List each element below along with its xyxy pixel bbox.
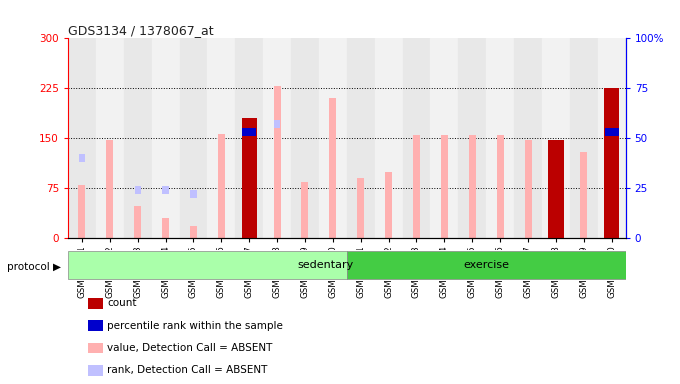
Bar <box>542 38 570 238</box>
Bar <box>580 152 588 238</box>
Bar <box>319 38 347 238</box>
Bar <box>106 139 114 238</box>
Bar <box>124 38 152 238</box>
Bar <box>242 128 256 136</box>
Bar <box>135 186 141 194</box>
Text: rank, Detection Call = ABSENT: rank, Detection Call = ABSENT <box>107 365 268 375</box>
Bar <box>235 38 263 238</box>
Bar <box>430 38 458 238</box>
Bar <box>598 38 626 238</box>
Bar <box>441 135 448 238</box>
Bar <box>291 38 319 238</box>
Bar <box>79 154 85 162</box>
Bar <box>180 38 207 238</box>
Bar <box>207 38 235 238</box>
Bar <box>469 135 476 238</box>
Bar <box>486 38 514 238</box>
Bar <box>403 38 430 238</box>
Bar <box>458 38 486 238</box>
Bar <box>274 120 280 128</box>
Bar <box>68 38 96 238</box>
Text: value, Detection Call = ABSENT: value, Detection Call = ABSENT <box>107 343 273 353</box>
Text: sedentary: sedentary <box>298 260 354 270</box>
Bar <box>347 38 375 238</box>
Text: count: count <box>107 298 137 308</box>
Bar <box>162 218 169 238</box>
Bar <box>263 38 291 238</box>
Bar <box>273 86 281 238</box>
Bar <box>413 135 420 238</box>
Bar <box>524 140 532 238</box>
Bar <box>329 98 337 238</box>
Text: ▶: ▶ <box>53 262 61 272</box>
Bar <box>375 38 403 238</box>
Bar <box>570 38 598 238</box>
Bar <box>496 135 504 238</box>
Text: percentile rank within the sample: percentile rank within the sample <box>107 321 284 331</box>
Bar <box>548 139 564 238</box>
Bar <box>152 38 180 238</box>
Bar <box>347 251 626 279</box>
Bar <box>301 182 309 238</box>
Bar <box>241 118 257 238</box>
Bar <box>78 185 86 238</box>
Bar <box>357 178 364 238</box>
Bar <box>68 251 347 279</box>
Bar <box>385 172 392 238</box>
Bar <box>190 226 197 238</box>
Bar <box>96 38 124 238</box>
Bar <box>190 190 197 198</box>
Bar <box>514 38 542 238</box>
Bar <box>134 206 141 238</box>
Bar <box>605 128 619 136</box>
Bar <box>604 88 619 238</box>
Text: GDS3134 / 1378067_at: GDS3134 / 1378067_at <box>68 24 214 37</box>
Bar <box>218 134 225 238</box>
Text: protocol: protocol <box>7 262 50 272</box>
Text: exercise: exercise <box>463 260 509 270</box>
Bar <box>163 186 169 194</box>
